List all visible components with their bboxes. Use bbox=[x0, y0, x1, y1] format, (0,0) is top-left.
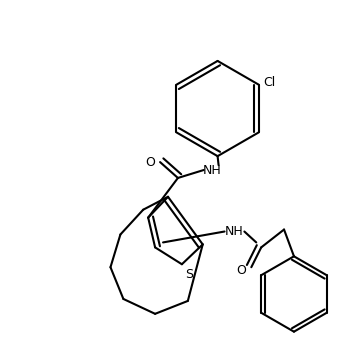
Text: O: O bbox=[145, 156, 155, 169]
Text: NH: NH bbox=[202, 164, 221, 176]
Text: S: S bbox=[185, 268, 193, 281]
Text: NH: NH bbox=[225, 225, 244, 238]
Text: Cl: Cl bbox=[263, 76, 275, 89]
Text: O: O bbox=[237, 264, 246, 277]
